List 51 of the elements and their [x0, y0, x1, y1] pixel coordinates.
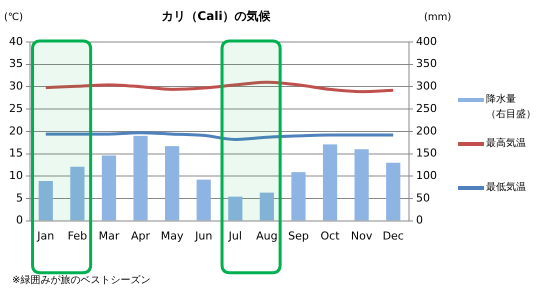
x-tick-label: May — [160, 229, 184, 242]
bar — [386, 162, 400, 220]
y2-tick-label: 50 — [416, 191, 430, 204]
x-tick-label: Aug — [256, 229, 278, 242]
y-tick-label: 25 — [8, 102, 23, 115]
y2-tick-label: 350 — [416, 57, 438, 70]
bar — [102, 156, 116, 220]
x-tick-label: Jan — [36, 229, 54, 242]
bar — [354, 149, 369, 220]
x-tick-label: Apr — [131, 229, 151, 242]
x-tick-label: Oct — [320, 229, 340, 242]
y-tick-label: 5 — [16, 191, 23, 204]
line-series — [44, 131, 395, 141]
y2-tick-label: 400 — [416, 34, 438, 48]
legend-label: 最高気温 — [486, 136, 526, 151]
bar — [133, 136, 148, 220]
y-tick-label: 40 — [8, 34, 23, 48]
y2-tick-label: 0 — [416, 214, 424, 227]
y-tick-label: 10 — [8, 168, 23, 182]
y2-tick-label: 100 — [416, 168, 438, 182]
x-tick-label: Nov — [350, 229, 373, 242]
x-tick-label: Mar — [98, 229, 120, 242]
y-axis-title: (℃) — [4, 12, 24, 23]
bar — [291, 172, 306, 220]
text: ※緑囲みが旅のベストシーズン — [12, 274, 150, 287]
bar — [228, 196, 242, 220]
y-tick-label: 0 — [16, 214, 23, 227]
y2-tick-label: 150 — [416, 146, 438, 160]
x-tick-label: Jul — [228, 229, 242, 242]
bar — [196, 180, 211, 220]
y-tick-label: 35 — [8, 57, 23, 70]
bar — [165, 146, 180, 220]
y-tick-label: 30 — [8, 80, 23, 93]
bar — [260, 192, 274, 220]
y-tick-label: 20 — [8, 124, 23, 138]
legend-label: 降水量（右目盛） — [486, 92, 536, 122]
bar — [38, 181, 53, 220]
bar — [322, 144, 338, 220]
y2-tick-label: 200 — [416, 124, 438, 138]
y2-tick-label: 300 — [416, 80, 438, 93]
x-tick-label: Dec — [382, 229, 404, 242]
y-tick-label: 15 — [8, 146, 23, 160]
x-tick-label: Jun — [194, 229, 212, 242]
y2-tick-label: 250 — [416, 102, 438, 115]
x-tick-label: Sep — [288, 229, 309, 242]
x-tick-label: Feb — [68, 229, 88, 242]
line-series — [44, 80, 395, 94]
bar — [70, 166, 84, 220]
y2-axis-title: (mm) — [424, 12, 452, 23]
legend-label: 最低気温 — [486, 181, 526, 195]
chart-title: カリ（Cali）の気候 — [161, 9, 271, 23]
